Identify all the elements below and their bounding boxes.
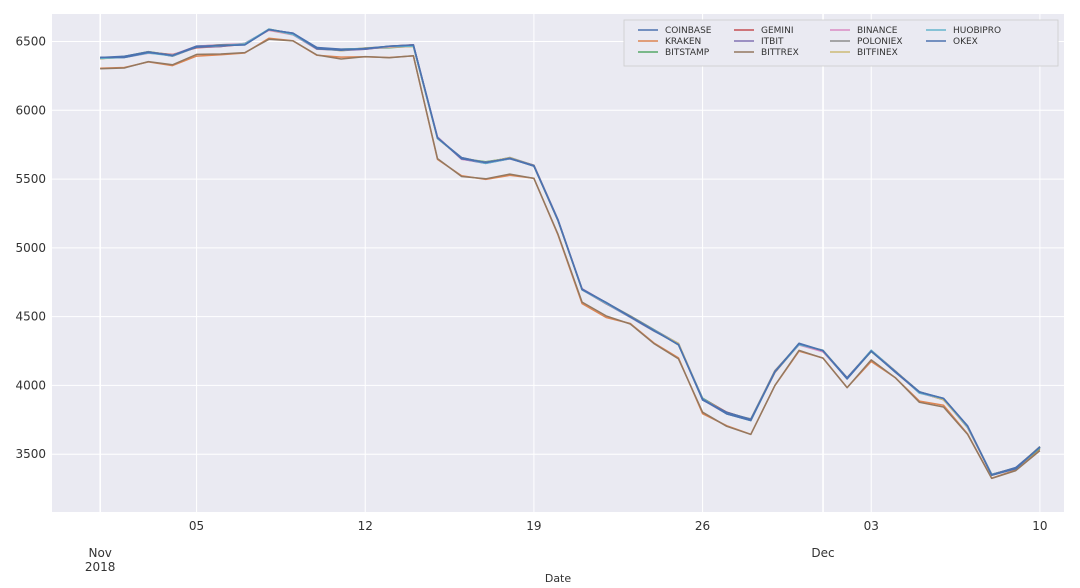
legend-label: ITBIT [761, 37, 784, 47]
grid-lines [52, 14, 1064, 512]
x-major-tick-label: Dec [811, 546, 834, 560]
x-tick-label: 26 [695, 519, 710, 533]
legend-label: BITTREX [761, 48, 799, 58]
y-tick-label: 6500 [15, 35, 46, 49]
series-line-bittrex [100, 38, 1041, 480]
x-tick-label: 12 [358, 519, 373, 533]
y-tick-label: 5500 [15, 172, 46, 186]
plot-area [52, 14, 1064, 512]
y-tick-label: 4000 [15, 378, 46, 392]
y-tick-label: 5000 [15, 241, 46, 255]
legend-label: KRAKEN [665, 37, 701, 47]
y-tick-label: 6000 [15, 103, 46, 117]
legend-label: BITFINEX [857, 48, 898, 58]
series-lines [100, 28, 1041, 480]
x-tick-label: 03 [864, 519, 879, 533]
legend-label: BINANCE [857, 26, 898, 36]
x-tick-label: 05 [189, 519, 204, 533]
legend-label: OKEX [953, 37, 978, 47]
x-tick-label: 19 [526, 519, 541, 533]
legend-label: GEMINI [761, 26, 793, 36]
legend-label: POLONIEX [857, 37, 903, 47]
legend-label: HUOBIPRO [953, 26, 1001, 36]
x-major-tick-sublabel: 2018 [85, 560, 116, 574]
legend-box [623, 19, 1059, 67]
series-line-coinbase [100, 28, 1041, 476]
y-tick-label: 4500 [15, 310, 46, 324]
legend-label: BITSTAMP [665, 48, 710, 58]
x-major-tick-label: Nov [88, 546, 111, 560]
x-tick-label: 10 [1032, 519, 1047, 533]
x-axis-title: Date [545, 572, 572, 585]
y-tick-label: 3500 [15, 447, 46, 461]
y-axis-ticks: 3500 4000 4500 5000 5500 6000 6500 [15, 35, 46, 462]
legend-label: COINBASE [665, 26, 712, 36]
